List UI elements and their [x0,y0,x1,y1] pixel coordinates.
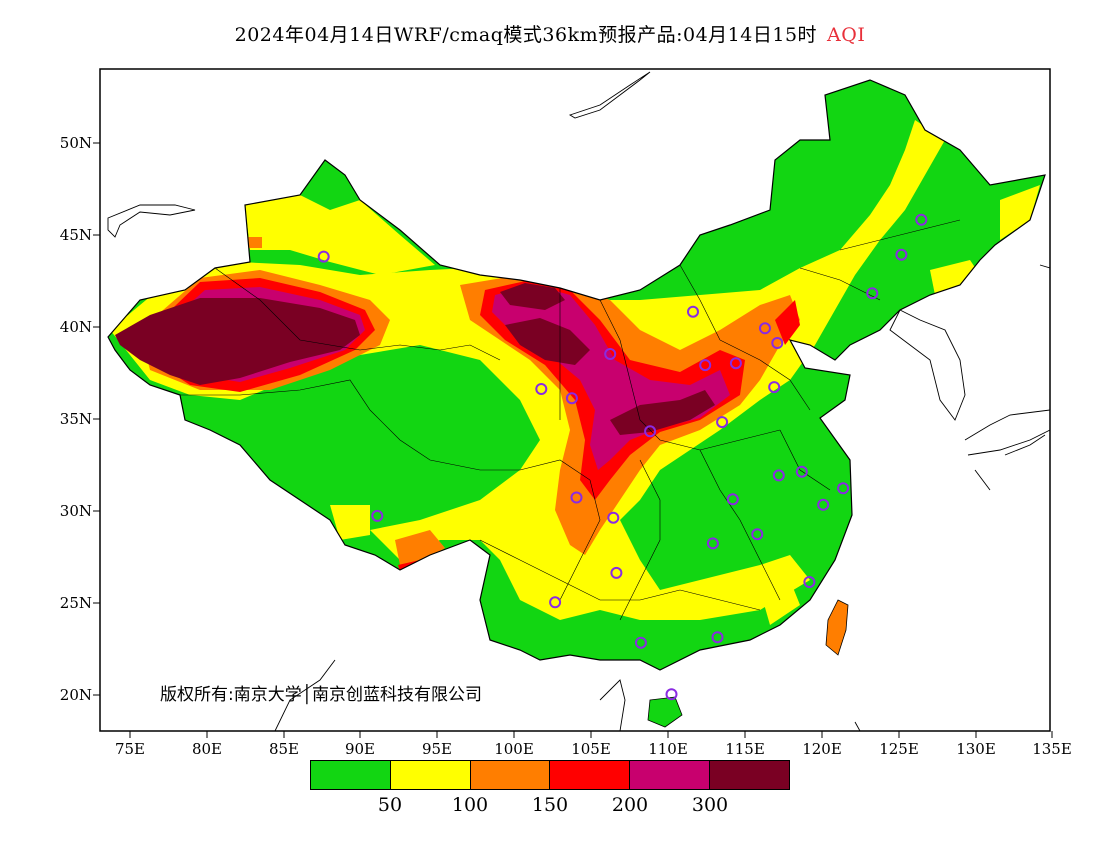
station-markers [317,213,928,701]
station-marker [771,337,784,349]
lon-label: 90E [344,740,376,758]
station-marker [610,566,623,579]
station-marker [772,469,785,482]
station-marker [687,305,699,318]
station-marker [716,416,729,429]
station-marker [706,537,719,550]
lat-label: 45N [59,226,92,244]
lon-label: 75E [114,740,146,758]
colorbar-label: 50 [377,794,403,816]
colorbar-label: 150 [531,794,569,816]
station-marker [803,576,816,588]
colorbar-segment [550,761,631,789]
lat-label: 25N [59,594,92,612]
station-marker [795,465,808,478]
colorbar-label: 100 [451,794,489,816]
lon-label: 135E [1032,740,1072,758]
lat-label: 40N [59,318,92,336]
axis-ticks [93,142,1053,738]
colorbar-label: 300 [691,794,729,816]
station-marker [915,213,928,226]
lon-label: 105E [571,740,611,758]
station-marker [317,250,330,263]
lon-label: 100E [494,740,534,758]
station-marker [665,688,678,701]
lon-label: 125E [879,740,919,758]
station-marker [570,491,583,504]
lon-label: 85E [268,740,300,758]
colorbar-segment [311,761,391,789]
station-marker [535,383,548,395]
taiwan-island [825,599,849,656]
station-marker [895,248,908,261]
map-frame [99,68,1051,732]
lon-label: 80E [191,740,223,758]
china-border [107,79,1046,671]
station-marker [817,498,830,511]
station-marker [607,511,620,524]
station-marker [644,425,657,438]
station-marker [604,348,617,360]
station-marker [768,381,781,394]
map-title: 2024年04月14日WRF/cmaq模式36km预报产品:04月14日15时 A… [0,20,1100,47]
station-marker [565,392,578,405]
aqi-contours [110,120,1040,625]
colorbar-segment [390,761,471,789]
station-marker [371,509,384,522]
lon-label: 95E [421,740,453,758]
lon-label: 120E [802,740,842,758]
hainan-island [647,696,683,728]
lon-label: 110E [648,740,688,758]
lat-label: 35N [59,410,92,428]
station-marker [866,287,879,300]
station-marker [729,357,742,370]
lon-label: 130E [956,740,996,758]
colorbar-segment [470,761,551,789]
colorbar-segment [630,761,711,789]
map-layers [107,71,1050,731]
station-marker [751,528,764,541]
station-marker [711,631,724,644]
station-marker [837,482,850,495]
station-marker [699,359,712,372]
colorbar-segment [710,761,789,789]
lat-label: 20N [59,686,92,704]
aqi-level-300-plus [115,283,715,435]
lon-label: 115E [725,740,765,758]
neighbor-coastlines [107,71,1050,731]
aqi-colorbar [310,760,790,790]
station-marker [549,596,562,609]
colorbar-label: 200 [611,794,649,816]
station-marker [726,493,739,506]
copyright-text: 版权所有:南京大学│南京创蓝科技有限公司 [160,685,482,705]
map-title-text: 2024年04月14日WRF/cmaq模式36km预报产品:04月14日15时 [234,24,818,46]
station-marker [759,322,771,335]
map-variable: AQI [827,24,866,46]
station-marker [634,636,647,649]
lat-label: 30N [59,502,92,520]
lat-label: 50N [59,134,92,152]
